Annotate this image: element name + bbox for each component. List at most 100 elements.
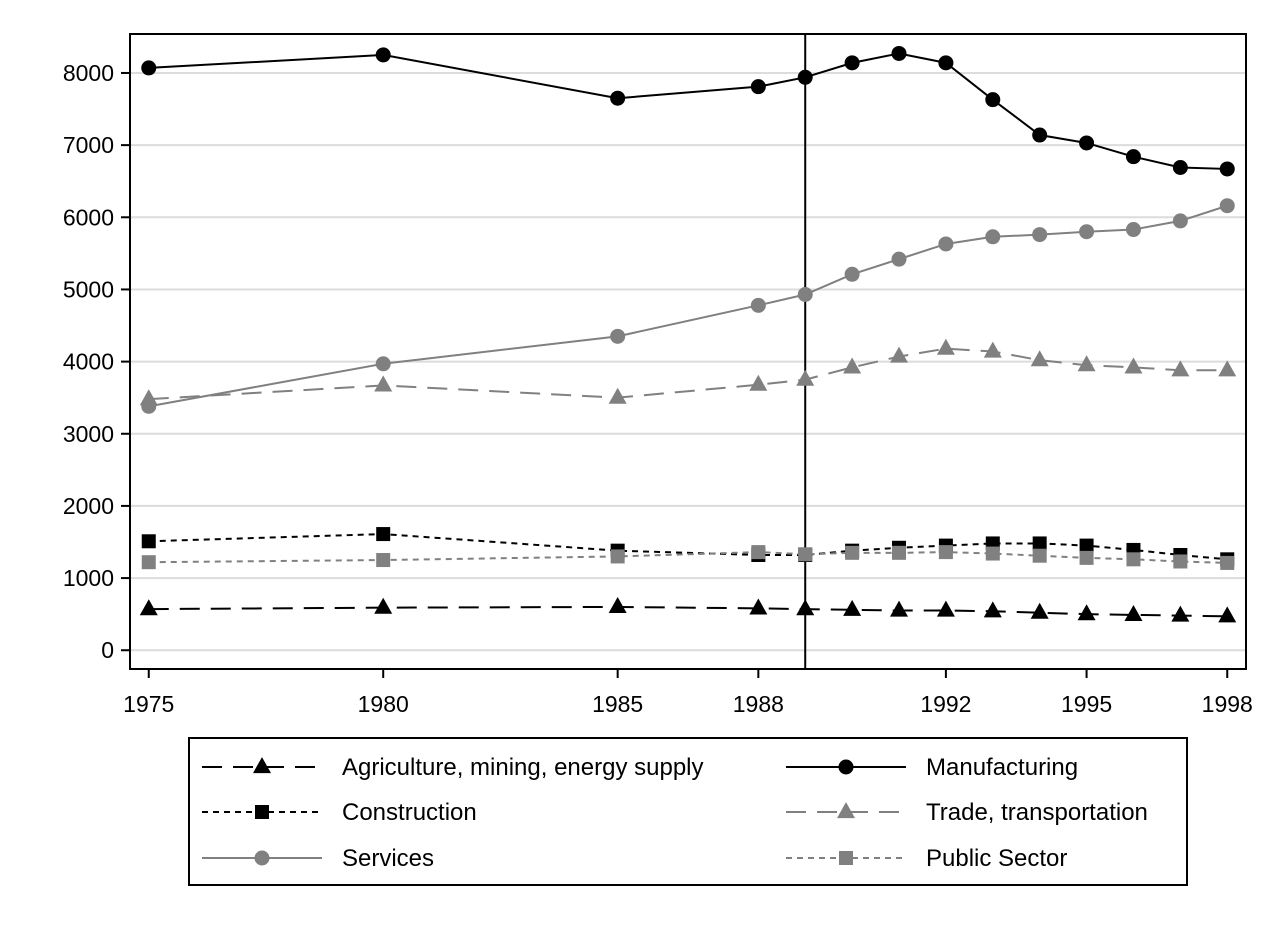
data-point bbox=[985, 546, 1000, 561]
data-point bbox=[891, 251, 907, 267]
y-tick-label: 0 bbox=[101, 637, 114, 663]
data-point bbox=[890, 600, 909, 617]
data-point bbox=[1079, 135, 1095, 151]
series-5 bbox=[141, 198, 1235, 414]
data-point bbox=[608, 387, 627, 404]
data-point bbox=[376, 527, 391, 542]
data-point bbox=[1173, 554, 1188, 569]
data-point bbox=[938, 55, 954, 71]
legend-key-marker bbox=[839, 851, 853, 865]
data-point bbox=[1079, 224, 1095, 240]
data-point bbox=[141, 60, 157, 76]
data-point bbox=[1220, 555, 1235, 570]
data-point bbox=[1218, 606, 1237, 623]
data-point bbox=[936, 600, 955, 617]
series-line bbox=[148, 605, 1228, 618]
data-point bbox=[1219, 198, 1235, 214]
data-point bbox=[375, 47, 391, 63]
data-point bbox=[843, 599, 862, 616]
y-tick-label: 7000 bbox=[63, 132, 114, 158]
data-point bbox=[796, 599, 815, 616]
data-point bbox=[610, 328, 626, 344]
series-line bbox=[148, 347, 1228, 401]
x-tick-label: 1985 bbox=[592, 691, 643, 717]
series-6 bbox=[141, 545, 1235, 570]
series-2 bbox=[141, 45, 1235, 177]
data-point bbox=[1032, 227, 1048, 243]
plot-frame bbox=[129, 33, 1247, 670]
x-tick-label: 1980 bbox=[358, 691, 409, 717]
y-tick-label: 8000 bbox=[63, 60, 114, 86]
legend-item: Trade, transportation bbox=[786, 799, 1148, 826]
data-point bbox=[891, 45, 907, 61]
data-point bbox=[843, 357, 862, 374]
y-tick-label: 3000 bbox=[63, 421, 114, 447]
data-point bbox=[751, 545, 766, 560]
x-tick-label: 1998 bbox=[1202, 691, 1253, 717]
legend-item: Manufacturing bbox=[786, 754, 1078, 781]
data-point bbox=[1030, 350, 1049, 367]
data-point bbox=[610, 90, 626, 106]
y-tick-label: 1000 bbox=[63, 565, 114, 591]
data-point bbox=[610, 549, 625, 564]
data-point bbox=[1032, 548, 1047, 563]
series-4 bbox=[139, 338, 1237, 406]
data-point bbox=[1079, 550, 1094, 565]
data-point bbox=[983, 341, 1002, 358]
legend-label: Agriculture, mining, energy supply bbox=[342, 754, 704, 781]
series-line bbox=[148, 52, 1228, 170]
data-point bbox=[1171, 360, 1190, 377]
data-point bbox=[936, 338, 955, 355]
data-point bbox=[1030, 602, 1049, 619]
data-point bbox=[750, 79, 766, 95]
legend-key-marker bbox=[255, 805, 269, 819]
data-point bbox=[798, 547, 813, 562]
data-point bbox=[890, 346, 909, 363]
data-point bbox=[1124, 357, 1143, 374]
y-tick-label: 2000 bbox=[63, 493, 114, 519]
data-point bbox=[608, 597, 627, 614]
y-tick-label: 6000 bbox=[63, 204, 114, 230]
data-point bbox=[797, 286, 813, 302]
data-point bbox=[375, 356, 391, 372]
data-point bbox=[141, 398, 157, 414]
data-point bbox=[844, 266, 860, 282]
data-point bbox=[938, 236, 954, 252]
x-tick-label: 1975 bbox=[123, 691, 174, 717]
data-point bbox=[141, 555, 156, 570]
series-line bbox=[148, 204, 1228, 408]
data-point bbox=[1219, 161, 1235, 177]
legend-label: Trade, transportation bbox=[926, 799, 1148, 826]
legend-item: Construction bbox=[202, 799, 477, 826]
data-point bbox=[376, 553, 391, 568]
data-point bbox=[844, 55, 860, 71]
data-point bbox=[1125, 149, 1141, 165]
legend-label: Construction bbox=[342, 799, 477, 826]
gridlines bbox=[130, 71, 1246, 652]
data-point bbox=[141, 534, 156, 549]
data-point bbox=[1218, 360, 1237, 377]
legend-box bbox=[188, 737, 1188, 886]
data-point bbox=[796, 369, 815, 386]
axes: 0 1000 2000 3000 4000 5000 6000 7000 8000 1975 198… bbox=[63, 60, 1253, 717]
legend-key-marker bbox=[254, 850, 270, 866]
legend-item: Services bbox=[202, 845, 434, 872]
data-point bbox=[1077, 355, 1096, 372]
x-tick-label: 1992 bbox=[920, 691, 971, 717]
data-point bbox=[797, 69, 813, 85]
legend-key-marker bbox=[838, 759, 854, 775]
data-point bbox=[985, 229, 1001, 245]
legend-key-marker bbox=[253, 757, 271, 774]
series-line bbox=[148, 551, 1228, 564]
data-point bbox=[1171, 605, 1190, 622]
y-tick-label: 4000 bbox=[63, 349, 114, 375]
data-point bbox=[845, 545, 860, 560]
legend-key-marker bbox=[837, 802, 855, 819]
legend-item: Public Sector bbox=[786, 845, 1067, 872]
data-point bbox=[1172, 213, 1188, 229]
legend-label: Services bbox=[342, 845, 434, 872]
x-tick-label: 1988 bbox=[733, 691, 784, 717]
data-point bbox=[1126, 552, 1141, 567]
data-point bbox=[1032, 127, 1048, 143]
